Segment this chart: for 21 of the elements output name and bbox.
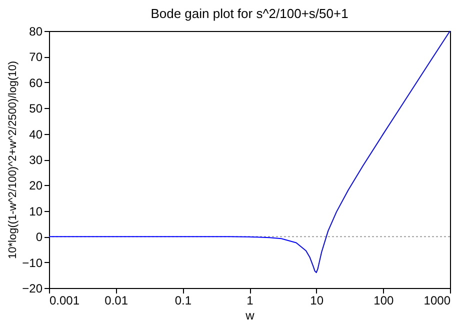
y-tick-label: −20 <box>22 282 43 296</box>
x-tick-label: 0.01 <box>104 294 128 308</box>
y-tick-label: −10 <box>22 256 43 270</box>
y-tick-label: 60 <box>29 76 43 90</box>
chart-title: Bode gain plot for s^2/100+s/50+1 <box>150 6 348 21</box>
y-axis-title: 10*log((1-w^2/100)^2+w^2/2500)/log(10) <box>7 60 20 260</box>
y-tick-label: 0 <box>36 230 43 244</box>
y-tick-label: 50 <box>29 102 43 116</box>
y-tick-label: 40 <box>29 127 43 142</box>
x-axis-title: w <box>244 308 255 322</box>
x-tick-label: 100 <box>374 294 394 308</box>
y-tick-label: 20 <box>29 178 43 193</box>
y-tick-label: 80 <box>29 24 43 38</box>
x-tick-label: 10 <box>310 294 324 308</box>
y-tick-label: 10 <box>29 204 43 218</box>
y-tick-label: 30 <box>29 153 43 167</box>
y-tick-label: 70 <box>29 50 43 64</box>
x-tick-label: 0.1 <box>174 294 192 308</box>
x-tick-label: 0.001 <box>50 294 80 308</box>
x-tick-label: 1 <box>246 294 254 308</box>
x-tick-label: 1000 <box>424 294 451 308</box>
